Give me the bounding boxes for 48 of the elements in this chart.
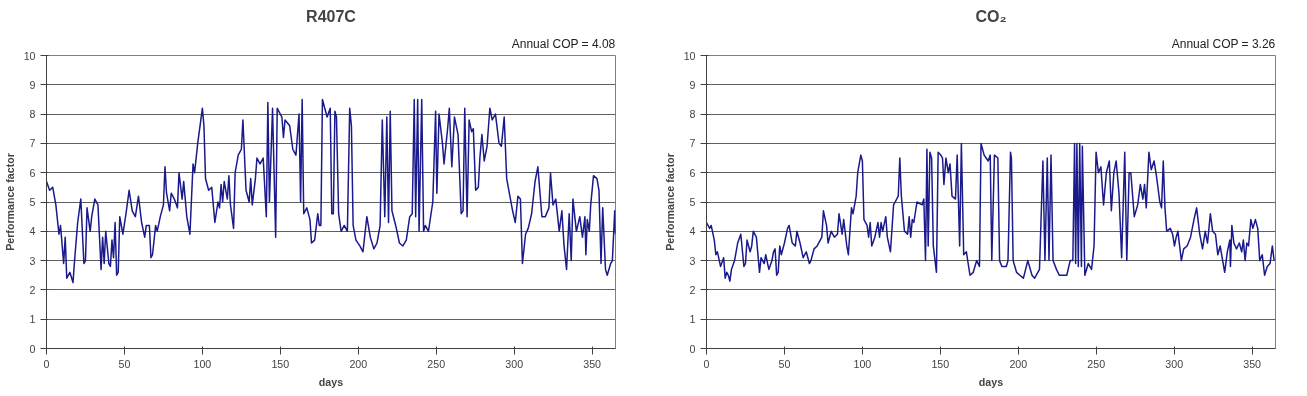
- y-tick-label: 6: [29, 166, 36, 179]
- y-tick-label: 2: [29, 283, 36, 296]
- x-tick-label: 300: [1165, 357, 1184, 370]
- y-tick-label: 0: [689, 342, 696, 355]
- y-tick-label: 5: [689, 196, 696, 208]
- y-tick-label: 0: [29, 342, 36, 355]
- line-series: [46, 98, 616, 284]
- y-axis-title: Performance factor: [663, 153, 676, 251]
- x-tick-label: 350: [583, 357, 602, 370]
- y-tick-label: 10: [683, 49, 696, 62]
- y-tick-label: 9: [689, 78, 696, 91]
- y-tick-label: 6: [689, 166, 696, 179]
- x-tick-label: 100: [853, 357, 872, 370]
- x-tick-label: 300: [505, 357, 524, 370]
- y-tick-label: 3: [689, 254, 696, 267]
- x-tick-label: 150: [931, 357, 950, 370]
- chart-title: CO₂: [975, 7, 1007, 25]
- chart-title: R407C: [306, 7, 357, 25]
- x-tick-label: 350: [1243, 357, 1262, 370]
- x-axis-title: days: [318, 375, 344, 388]
- text: Annual COP = 4.08: [511, 36, 616, 51]
- y-tick-label: 9: [29, 78, 36, 91]
- y-tick-label: 4: [689, 225, 696, 238]
- x-tick-label: 50: [118, 357, 131, 370]
- x-tick-label: 200: [349, 357, 368, 370]
- line-series: [706, 142, 1275, 282]
- y-tick-label: 4: [29, 225, 36, 238]
- y-tick-label: 1: [29, 313, 36, 326]
- x-tick-label: 250: [427, 357, 446, 370]
- x-tick-label: 50: [778, 357, 791, 370]
- text: Annual COP = 3.26: [1171, 36, 1276, 51]
- x-tick-label: 250: [1087, 357, 1106, 370]
- x-tick-label: 100: [193, 357, 212, 370]
- y-tick-label: 10: [23, 49, 36, 62]
- y-tick-label: 1: [689, 313, 696, 326]
- y-tick-label: 7: [689, 137, 696, 150]
- y-tick-label: 8: [29, 108, 36, 121]
- y-tick-label: 5: [29, 196, 36, 208]
- y-tick-label: 8: [689, 108, 696, 121]
- x-tick-label: 150: [271, 357, 290, 370]
- x-axis-title: days: [978, 375, 1004, 388]
- y-tick-label: 7: [29, 137, 36, 150]
- x-tick-label: 200: [1009, 357, 1028, 370]
- y-axis-title: Performance factor: [3, 153, 16, 251]
- x-tick-label: 0: [703, 357, 710, 370]
- y-tick-label: 3: [29, 254, 36, 267]
- y-tick-label: 2: [689, 283, 696, 296]
- x-tick-label: 0: [43, 357, 50, 370]
